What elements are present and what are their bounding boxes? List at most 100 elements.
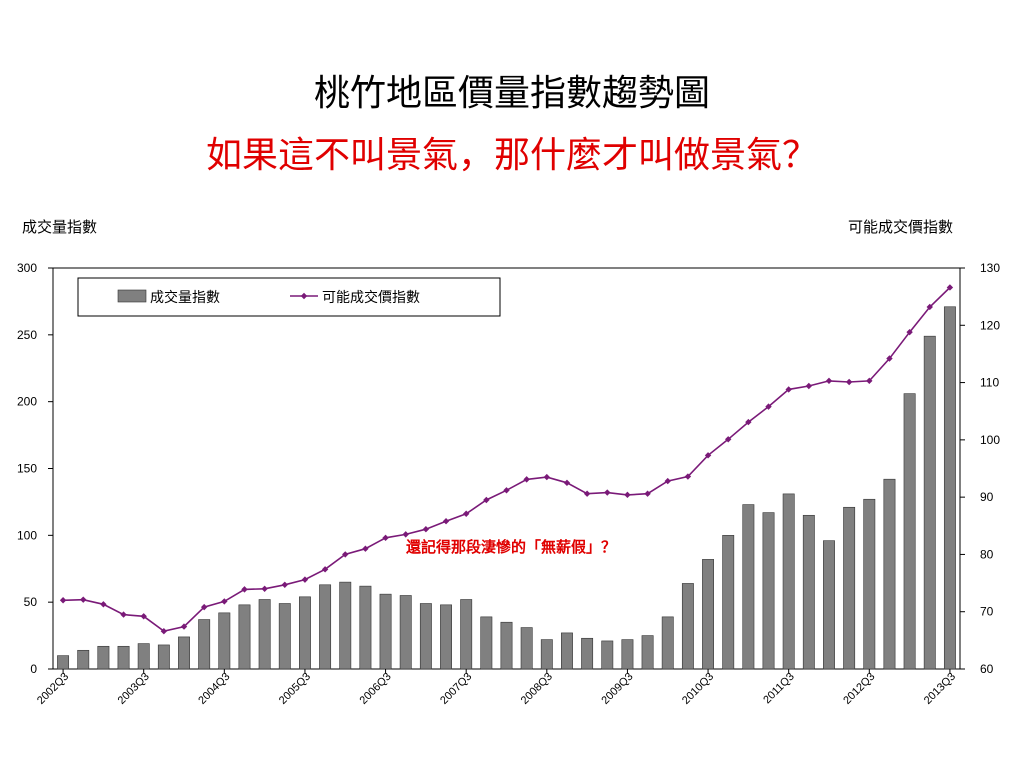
volume-bar (903, 393, 916, 670)
price-index-point (644, 490, 651, 497)
volume-bar (178, 636, 190, 670)
price-index-point (906, 328, 913, 336)
price-index-point (886, 355, 893, 362)
price-index-point (765, 403, 772, 410)
price-index-point (362, 545, 369, 552)
volume-bar (540, 639, 553, 670)
price-index-point (100, 601, 107, 608)
legend-box (77, 277, 501, 317)
price-index-point (563, 479, 571, 487)
legend-bar-swatch (117, 289, 147, 303)
volume-bar (802, 514, 815, 670)
x-tick-label: 2009Q3 (599, 671, 635, 707)
left-axis-caption: 成交量指數 (22, 218, 98, 236)
volume-bar (641, 635, 654, 670)
left-tick-label: 300 (17, 261, 37, 275)
volume-bar (742, 504, 755, 670)
price-index-point (59, 597, 67, 604)
x-tick-label: 2006Q3 (358, 671, 394, 707)
volume-bar (943, 306, 956, 670)
price-index-point (301, 576, 309, 583)
price-index-point (200, 603, 208, 611)
volume-bar (863, 498, 876, 670)
volume-bar (419, 603, 432, 670)
volume-bar (561, 632, 573, 670)
volume-bar (379, 593, 392, 670)
price-index-point (442, 518, 450, 525)
slide-title: 桃竹地區價量指數趨勢圖 (313, 73, 710, 114)
price-index-point (241, 586, 248, 593)
price-index-point (523, 476, 530, 483)
volume-bar (480, 616, 493, 670)
legend-bar-label: 成交量指數 (150, 289, 220, 305)
left-tick-label: 50 (24, 595, 38, 609)
price-index-point (120, 611, 127, 618)
price-index-point (583, 490, 591, 497)
price-index-point (342, 551, 349, 558)
x-tick-label: 2010Q3 (680, 671, 716, 707)
price-index-point (805, 382, 813, 390)
volume-bar (299, 596, 311, 670)
volume-bar (238, 604, 251, 670)
price-index-point (483, 496, 490, 504)
price-index-point (321, 566, 329, 573)
volume-bar (198, 619, 211, 670)
left-tick-label: 100 (17, 528, 37, 542)
price-index-point (946, 284, 954, 291)
price-index-point (80, 596, 87, 603)
price-index-point (684, 473, 692, 480)
volume-bar (500, 621, 513, 670)
price-index-point (261, 585, 268, 592)
volume-bar (702, 559, 714, 670)
volume-bar (117, 645, 130, 670)
x-tick-label: 2008Q3 (519, 671, 555, 707)
x-tick-label: 2002Q3 (35, 671, 71, 707)
volume-bar (359, 585, 372, 670)
volume-bar (440, 604, 452, 670)
volume-bar (319, 584, 332, 670)
volume-bar (77, 649, 90, 670)
volume-bar (137, 643, 150, 670)
left-tick-label: 150 (17, 462, 37, 476)
volume-bar (621, 639, 634, 670)
volume-bar (762, 512, 775, 670)
left-tick-label: 0 (30, 662, 37, 676)
volume-bar (258, 599, 271, 670)
price-index-point (624, 491, 631, 499)
volume-bar (520, 627, 533, 670)
right-axis-caption: 可能成交價指數 (848, 218, 954, 236)
right-tick-label: 110 (980, 376, 999, 390)
right-tick-label: 90 (980, 490, 994, 504)
x-tick-label: 2012Q3 (841, 671, 877, 707)
volume-bar (782, 493, 795, 670)
right-tick-label: 130 (980, 261, 1000, 275)
price-index-point (160, 627, 168, 635)
price-index-point (785, 386, 792, 393)
price-index-point (543, 473, 551, 481)
price-index-point (725, 436, 732, 443)
price-index-point (180, 623, 188, 630)
right-tick-label: 120 (980, 318, 1000, 332)
volume-bar (661, 616, 674, 670)
left-tick-label: 250 (17, 328, 37, 342)
price-index-point (462, 510, 470, 517)
right-tick-label: 70 (980, 605, 994, 619)
x-tick-label: 2013Q3 (922, 671, 958, 707)
volume-bar (57, 655, 70, 670)
price-index-point (402, 531, 409, 538)
right-tick-label: 60 (980, 662, 994, 676)
volume-bar (681, 583, 694, 670)
volume-bar (97, 645, 110, 670)
right-tick-label: 80 (980, 547, 994, 561)
price-index-point (926, 303, 933, 311)
volume-bar (843, 506, 856, 670)
price-index-point (503, 487, 510, 494)
x-tick-label: 2003Q3 (116, 671, 152, 707)
volume-bar (823, 540, 835, 670)
price-index-point (825, 377, 833, 385)
price-index-point (604, 489, 611, 496)
price-index-point (704, 452, 712, 459)
volume-bar (923, 335, 936, 670)
slide-subtitle: 如果這不叫景氣，那什麼才叫做景氣？ (205, 135, 818, 176)
price-index-line (63, 286, 951, 633)
